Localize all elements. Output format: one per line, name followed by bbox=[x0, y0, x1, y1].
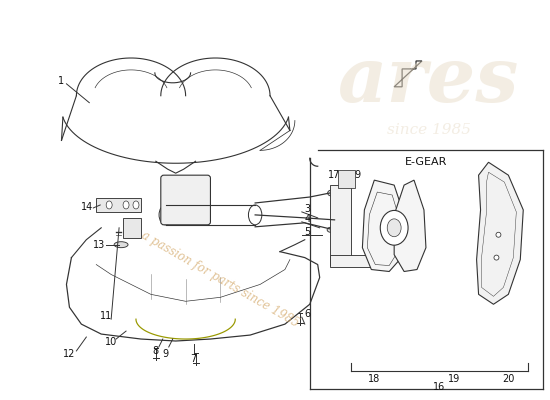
Text: 17: 17 bbox=[328, 170, 341, 180]
Text: 14: 14 bbox=[81, 202, 94, 212]
Text: 12: 12 bbox=[63, 349, 76, 359]
Text: E-GEAR: E-GEAR bbox=[405, 157, 448, 167]
Bar bbox=[329, 255, 375, 266]
Text: 18: 18 bbox=[368, 374, 381, 384]
Ellipse shape bbox=[106, 201, 112, 209]
Text: 6: 6 bbox=[305, 309, 311, 319]
Bar bbox=[96, 198, 141, 212]
Text: a passion for parts since 1985: a passion for parts since 1985 bbox=[139, 229, 301, 330]
Text: 13: 13 bbox=[93, 240, 106, 250]
Text: 10: 10 bbox=[105, 337, 117, 347]
Text: 19: 19 bbox=[448, 374, 460, 384]
Text: 3: 3 bbox=[305, 204, 311, 214]
Ellipse shape bbox=[380, 210, 408, 245]
Text: 9: 9 bbox=[163, 349, 169, 359]
Ellipse shape bbox=[159, 205, 173, 225]
Bar bbox=[338, 170, 355, 188]
Polygon shape bbox=[477, 162, 523, 304]
Text: 7: 7 bbox=[190, 354, 197, 364]
Text: 11: 11 bbox=[100, 311, 112, 321]
Polygon shape bbox=[394, 61, 422, 87]
Bar bbox=[329, 185, 351, 264]
Text: since 1985: since 1985 bbox=[387, 124, 471, 138]
Polygon shape bbox=[362, 180, 404, 272]
Ellipse shape bbox=[123, 201, 129, 209]
Ellipse shape bbox=[249, 205, 262, 225]
Text: 9: 9 bbox=[354, 170, 360, 180]
Text: 5: 5 bbox=[305, 227, 311, 237]
Ellipse shape bbox=[333, 217, 340, 223]
Text: 8: 8 bbox=[153, 346, 159, 356]
Ellipse shape bbox=[387, 219, 401, 237]
Ellipse shape bbox=[496, 232, 501, 237]
Text: 1: 1 bbox=[58, 76, 64, 86]
Text: 4: 4 bbox=[305, 214, 311, 224]
FancyBboxPatch shape bbox=[161, 175, 211, 225]
Polygon shape bbox=[394, 180, 426, 272]
Ellipse shape bbox=[133, 201, 139, 209]
Text: ares: ares bbox=[338, 44, 520, 118]
Text: 16: 16 bbox=[433, 382, 445, 392]
Ellipse shape bbox=[327, 227, 334, 232]
Ellipse shape bbox=[328, 190, 336, 196]
Text: 20: 20 bbox=[502, 374, 515, 384]
Bar bbox=[123, 218, 141, 238]
Ellipse shape bbox=[114, 242, 128, 248]
Ellipse shape bbox=[494, 255, 499, 260]
